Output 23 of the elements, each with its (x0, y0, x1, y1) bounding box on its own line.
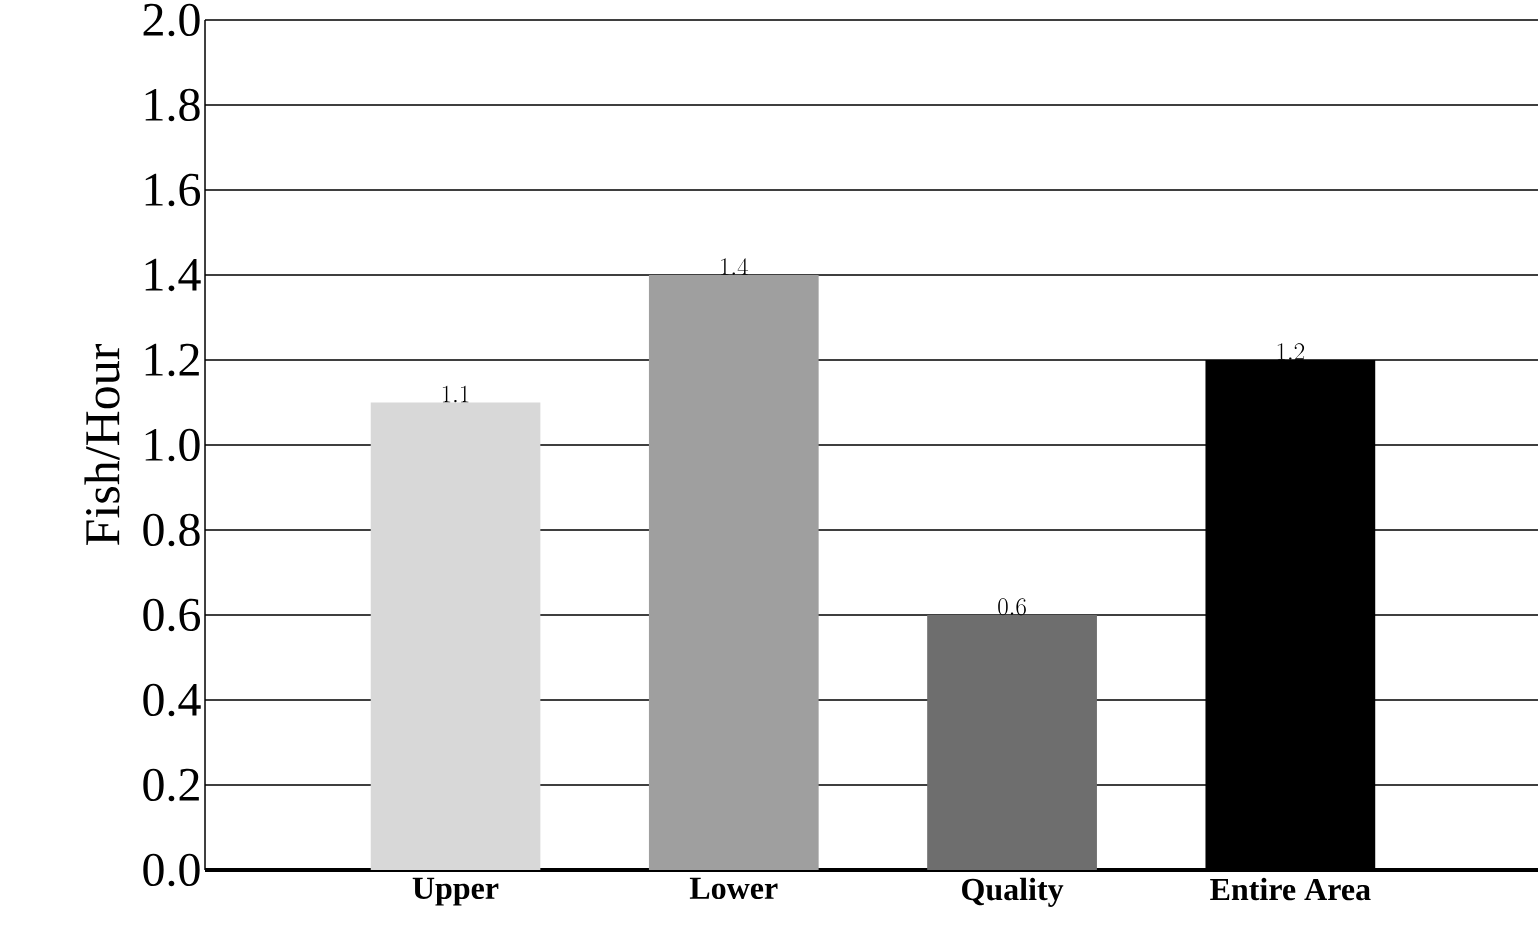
y-tick-label: 0.8 (143, 513, 200, 547)
x-tick-label: Entire Area (1210, 877, 1371, 901)
y-tick-label: 1.8 (145, 88, 200, 122)
data-label: 1 . 1 (442, 385, 469, 403)
y-tick-label: 1.6 (145, 173, 201, 207)
x-tick-label: Lower (689, 877, 778, 900)
y-tick-label: 2.0 (143, 3, 200, 37)
y-tick-label: 0.0 (143, 853, 200, 887)
data-label: 1 .2 (1277, 343, 1305, 360)
data-label: 1 .4 (721, 258, 749, 275)
y-axis-title: Fish/Hour (84, 344, 120, 545)
bar (648, 275, 819, 870)
x-tick-label: Upper (412, 877, 499, 906)
y-tick-label: 1.2 (145, 343, 199, 377)
bar (927, 615, 1097, 870)
y-tick-label: 0.4 (143, 683, 201, 717)
y-tick-label: 1.4 (145, 258, 201, 292)
y-tick-label: 0.2 (143, 768, 199, 802)
y-tick-label: 0.6 (143, 598, 201, 632)
data-label: 0.6 (998, 598, 1026, 616)
x-tick-label: Quality (962, 877, 1064, 907)
y-tick-label: 1.0 (145, 428, 200, 462)
bar (370, 402, 541, 870)
